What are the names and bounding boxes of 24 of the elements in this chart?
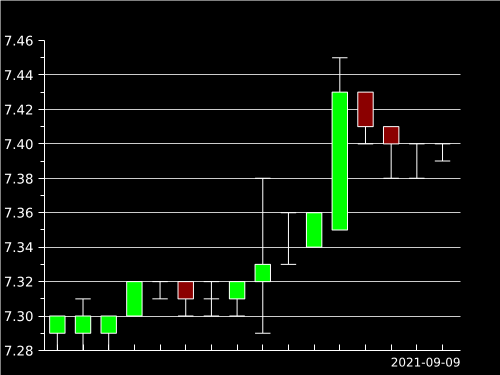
y-tick-label: 7.40 xyxy=(4,138,34,153)
y-tick-label: 7.28 xyxy=(4,344,34,360)
y-tick-label: 7.36 xyxy=(4,206,34,222)
y-tick-label: 7.42 xyxy=(4,103,34,118)
candlestick xyxy=(126,281,143,317)
y-tick-label: 7.32 xyxy=(4,276,34,291)
candlestick xyxy=(152,281,168,300)
y-tick-label: 7.46 xyxy=(4,34,34,50)
candlestick xyxy=(254,178,271,334)
candlestick xyxy=(357,92,374,144)
candlestick xyxy=(332,57,348,230)
candlestick xyxy=(228,281,246,317)
candlestick xyxy=(280,212,297,265)
text: 2021-09-09 xyxy=(390,356,461,370)
y-tick-label: 7.34 xyxy=(4,241,34,256)
candlestick xyxy=(382,126,400,179)
candlestick xyxy=(306,212,322,248)
y-tick-label: 7.44 xyxy=(4,68,34,84)
candlestick xyxy=(408,143,426,179)
candlestick xyxy=(178,281,194,317)
candlestick xyxy=(203,281,220,317)
y-tick-label: 7.38 xyxy=(4,172,34,188)
y-tick-label: 7.30 xyxy=(4,310,34,326)
candlestick xyxy=(434,143,451,162)
